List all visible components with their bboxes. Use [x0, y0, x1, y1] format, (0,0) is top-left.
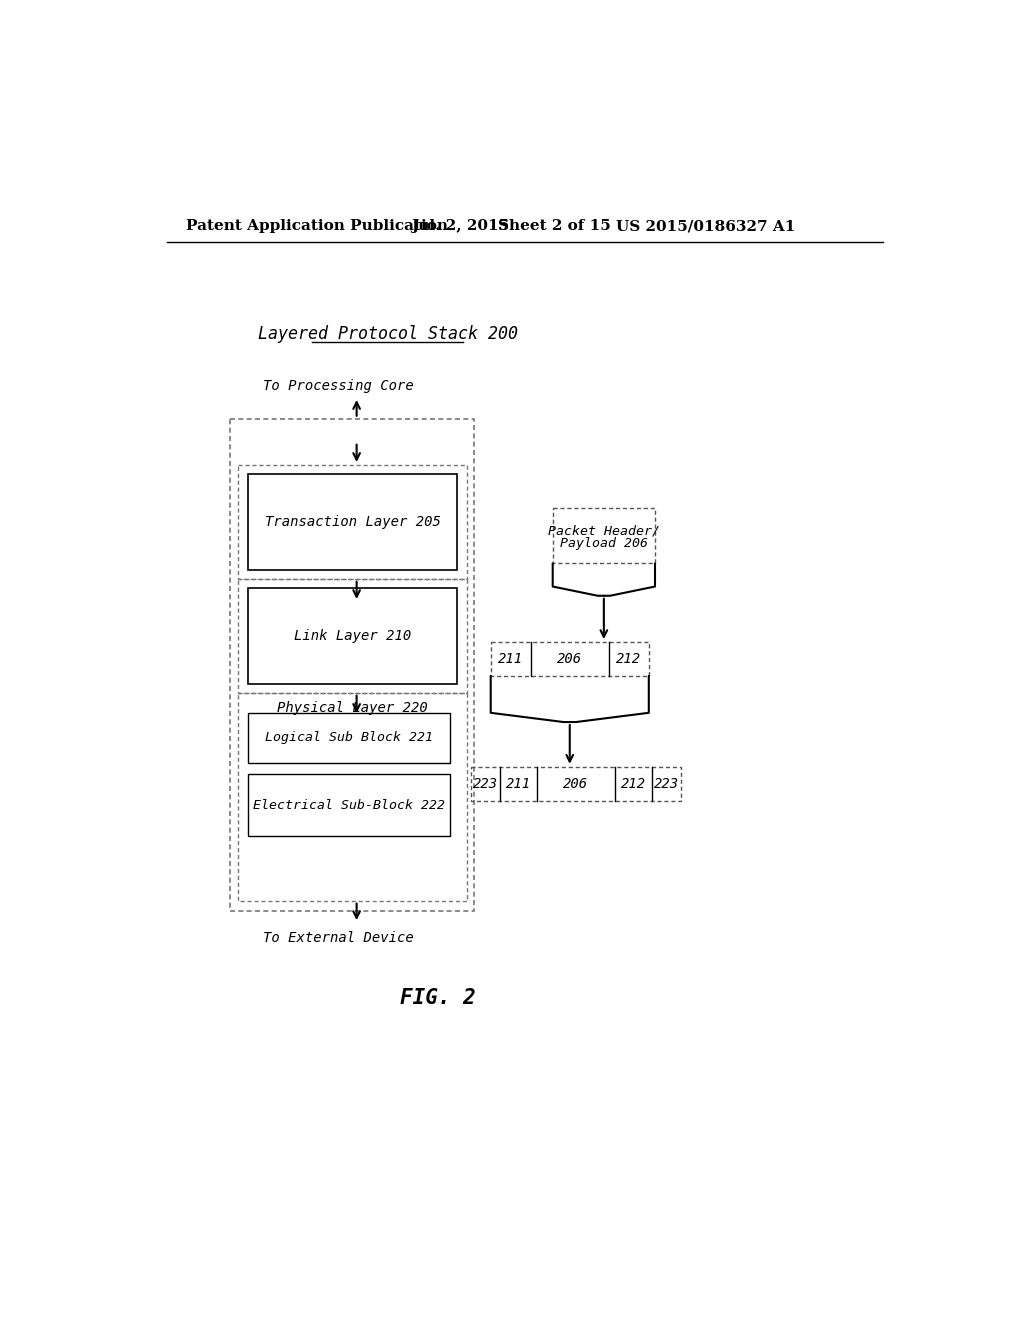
Text: Layered Protocol Stack 200: Layered Protocol Stack 200 — [258, 325, 517, 343]
Text: Transaction Layer 205: Transaction Layer 205 — [265, 515, 440, 529]
Bar — [238, 465, 467, 579]
Text: To External Device: To External Device — [263, 932, 414, 945]
Bar — [490, 642, 649, 676]
Bar — [471, 767, 681, 800]
Text: 223: 223 — [473, 776, 498, 791]
Text: Link Layer 210: Link Layer 210 — [294, 630, 412, 643]
Bar — [230, 418, 474, 911]
Text: Electrical Sub-Block 222: Electrical Sub-Block 222 — [253, 799, 444, 812]
Text: 223: 223 — [654, 776, 679, 791]
Bar — [248, 589, 458, 684]
Text: 212: 212 — [621, 776, 646, 791]
Text: To Processing Core: To Processing Core — [263, 379, 414, 392]
Text: Payload 206: Payload 206 — [560, 537, 648, 550]
Text: 211: 211 — [499, 652, 523, 665]
Text: Patent Application Publication: Patent Application Publication — [186, 219, 449, 234]
Bar — [248, 474, 458, 570]
Bar — [238, 578, 467, 693]
Text: Packet Header/: Packet Header/ — [548, 524, 659, 537]
Text: 211: 211 — [506, 776, 531, 791]
Text: 206: 206 — [557, 652, 583, 665]
Text: Sheet 2 of 15: Sheet 2 of 15 — [499, 219, 611, 234]
Bar — [248, 775, 450, 836]
Text: US 2015/0186327 A1: US 2015/0186327 A1 — [616, 219, 796, 234]
Text: 212: 212 — [616, 652, 641, 665]
Text: Jul. 2, 2015: Jul. 2, 2015 — [411, 219, 509, 234]
Text: Physical Layer 220: Physical Layer 220 — [276, 701, 428, 715]
Text: Logical Sub Block 221: Logical Sub Block 221 — [265, 731, 433, 744]
Bar — [238, 693, 467, 900]
Text: 206: 206 — [563, 776, 589, 791]
Bar — [248, 713, 450, 763]
Bar — [553, 508, 655, 564]
Text: FIG. 2: FIG. 2 — [400, 987, 476, 1007]
